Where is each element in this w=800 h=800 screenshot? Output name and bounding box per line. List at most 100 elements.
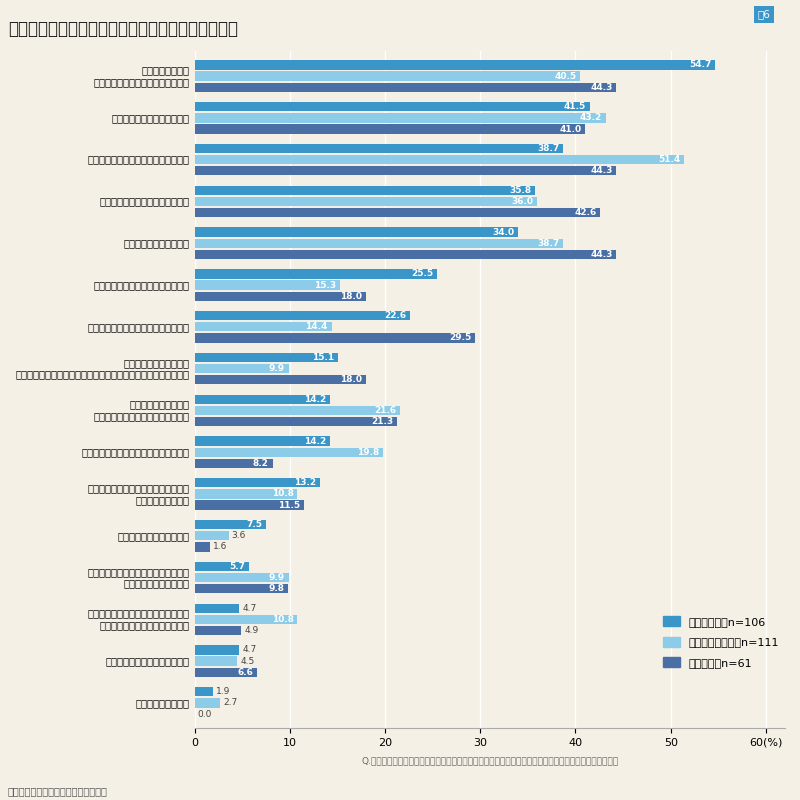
Bar <box>194 626 242 635</box>
Text: 10.8: 10.8 <box>271 490 294 498</box>
Bar <box>194 531 229 540</box>
X-axis label: Q.部下育成のために努力していることはありますか（複数回答）＊「部下はいない」と回答した人は除く: Q.部下育成のために努力していることはありますか（複数回答）＊「部下はいない」と… <box>362 756 618 765</box>
Text: 44.3: 44.3 <box>590 82 613 92</box>
Text: 34.0: 34.0 <box>493 227 514 237</box>
Text: 9.9: 9.9 <box>269 364 285 373</box>
Bar <box>194 698 220 707</box>
Text: 3.6: 3.6 <box>232 531 246 540</box>
Bar <box>194 520 266 530</box>
Bar <box>194 614 298 624</box>
Bar <box>194 364 289 374</box>
Bar <box>194 270 438 278</box>
Bar <box>194 197 538 206</box>
Text: 図6: 図6 <box>758 10 770 19</box>
Bar <box>194 155 684 164</box>
Bar <box>194 542 210 551</box>
Bar <box>194 227 518 237</box>
Bar <box>194 687 213 696</box>
Bar <box>194 584 288 594</box>
Text: 13.2: 13.2 <box>294 478 317 487</box>
Text: 54.7: 54.7 <box>690 61 712 70</box>
Text: 25.5: 25.5 <box>411 270 434 278</box>
Bar <box>194 71 580 81</box>
Text: 14.2: 14.2 <box>304 437 326 446</box>
Bar <box>194 406 400 415</box>
Text: 41.0: 41.0 <box>559 125 582 134</box>
Bar <box>194 447 383 457</box>
Bar <box>194 186 535 195</box>
Text: 4.5: 4.5 <box>240 657 254 666</box>
Text: 1.9: 1.9 <box>215 687 230 696</box>
Text: 21.3: 21.3 <box>371 417 394 426</box>
Text: 4.7: 4.7 <box>242 604 257 613</box>
Text: 14.2: 14.2 <box>304 394 326 404</box>
Bar <box>194 60 715 70</box>
Bar <box>194 144 563 153</box>
Text: 0.0: 0.0 <box>198 710 212 718</box>
Text: 21.6: 21.6 <box>374 406 397 415</box>
Text: ラーニングイノベーション総合研究所: ラーニングイノベーション総合研究所 <box>8 786 108 796</box>
Text: 41.5: 41.5 <box>564 102 586 111</box>
Text: 7.5: 7.5 <box>246 520 262 529</box>
Text: 35.8: 35.8 <box>510 186 532 194</box>
Text: 8.2: 8.2 <box>253 458 269 468</box>
Bar <box>194 603 239 613</box>
Text: 部下育成のために努力していること（ステージ別）: 部下育成のために努力していること（ステージ別） <box>8 20 238 38</box>
Text: 10.8: 10.8 <box>271 614 294 624</box>
Text: 19.8: 19.8 <box>357 448 379 457</box>
Bar <box>194 501 304 510</box>
Text: 14.4: 14.4 <box>306 322 328 331</box>
Text: 36.0: 36.0 <box>511 197 534 206</box>
Bar <box>194 208 600 218</box>
Text: 51.4: 51.4 <box>658 155 680 164</box>
Legend: 新任管理職　n=106, ベテラン管理職　n=111, 幹部候補　n=61: 新任管理職 n=106, ベテラン管理職 n=111, 幹部候補 n=61 <box>663 616 779 668</box>
Text: 11.5: 11.5 <box>278 501 300 510</box>
Bar <box>194 478 320 487</box>
Bar <box>194 291 366 301</box>
Text: 18.0: 18.0 <box>340 292 362 301</box>
Text: 42.6: 42.6 <box>574 208 597 217</box>
Text: 4.7: 4.7 <box>242 646 257 654</box>
Text: 1.6: 1.6 <box>213 542 227 551</box>
Bar <box>194 573 289 582</box>
Text: 44.3: 44.3 <box>590 250 613 259</box>
Text: 15.1: 15.1 <box>313 353 334 362</box>
Text: 38.7: 38.7 <box>537 238 559 248</box>
Bar <box>194 458 273 468</box>
Text: 4.9: 4.9 <box>244 626 258 635</box>
Text: 29.5: 29.5 <box>450 334 472 342</box>
Bar <box>194 166 617 175</box>
Bar <box>194 322 332 331</box>
Bar <box>194 280 340 290</box>
Bar <box>194 646 239 654</box>
Text: 38.7: 38.7 <box>537 144 559 153</box>
Text: 6.6: 6.6 <box>238 668 254 677</box>
Bar <box>194 394 330 404</box>
Text: 18.0: 18.0 <box>340 375 362 384</box>
Bar <box>194 375 366 384</box>
Bar <box>194 334 475 342</box>
Text: 9.8: 9.8 <box>268 584 284 593</box>
Bar <box>194 124 585 134</box>
Text: 9.9: 9.9 <box>269 573 285 582</box>
Text: 2.7: 2.7 <box>223 698 238 707</box>
Text: 43.2: 43.2 <box>580 114 602 122</box>
Bar <box>194 250 617 259</box>
Bar <box>194 238 563 248</box>
Bar <box>194 667 258 677</box>
Bar <box>194 562 249 571</box>
Bar <box>194 114 606 122</box>
Text: 5.7: 5.7 <box>229 562 245 571</box>
Text: 40.5: 40.5 <box>554 71 577 81</box>
Bar <box>194 417 398 426</box>
Bar <box>194 436 330 446</box>
Bar <box>194 102 590 111</box>
Text: 22.6: 22.6 <box>384 311 406 320</box>
Text: 15.3: 15.3 <box>314 281 337 290</box>
Bar <box>194 353 338 362</box>
Bar <box>194 657 238 666</box>
Bar <box>194 82 617 92</box>
Text: 44.3: 44.3 <box>590 166 613 175</box>
Bar <box>194 311 410 320</box>
Bar <box>194 490 298 498</box>
